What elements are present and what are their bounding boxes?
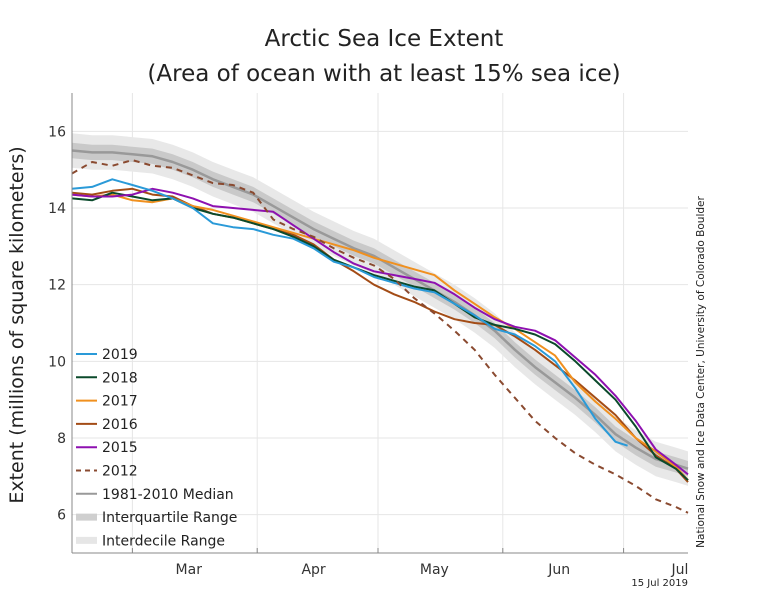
interquartile-range-band xyxy=(72,142,688,477)
legend-label-2017: 2017 xyxy=(102,394,138,410)
series-line-2016 xyxy=(71,187,689,483)
x-tick-label-mar: Mar xyxy=(176,562,203,578)
series-line-2012 xyxy=(71,159,689,514)
chart-subtitle: (Area of ocean with at least 15% sea ice… xyxy=(147,61,620,87)
x-tick-label-jul: Jul xyxy=(670,562,688,578)
legend-label-interdecile-range: Interdecile Range xyxy=(102,533,225,549)
x-tick-label-jun: Jun xyxy=(547,562,570,578)
y-tick-label-6: 6 xyxy=(57,508,66,524)
plot-area: 6 8 10 12 14 16 Mar Apr May Jun Jul xyxy=(48,93,689,578)
legend-label-2016: 2016 xyxy=(102,417,138,433)
y-axis-label: Extent (millions of square kilometers) xyxy=(6,146,28,503)
date-stamp: 15 Jul 2019 xyxy=(631,578,688,589)
legend-label-2019: 2019 xyxy=(102,347,138,363)
x-tick-label-may: May xyxy=(420,562,449,578)
y-tick-label-14: 14 xyxy=(48,201,66,217)
legend-label-1981-2010-median: 1981-2010 Median xyxy=(102,487,234,503)
legend-label-2015: 2015 xyxy=(102,440,138,456)
y-tick-label-8: 8 xyxy=(57,431,66,447)
y-tick-label-16: 16 xyxy=(48,124,66,140)
series-line-2017 xyxy=(71,193,689,481)
credit-text: National Snow and Ice Data Center, Unive… xyxy=(695,196,707,548)
legend: 2019 2018 2017 2016 2015 2012 1981-2010 Median… xyxy=(76,347,237,549)
series-line-2018 xyxy=(71,191,689,481)
chart-title: Arctic Sea Ice Extent xyxy=(265,26,504,52)
y-tick-label-10: 10 xyxy=(48,354,66,370)
legend-label-2012: 2012 xyxy=(102,464,138,480)
x-tick-label-apr: Apr xyxy=(301,562,325,578)
series-line-2015 xyxy=(71,187,689,476)
legend-label-2018: 2018 xyxy=(102,370,138,386)
interdecile-range-band xyxy=(72,133,688,486)
legend-label-interquartile-range: Interquartile Range xyxy=(102,510,237,526)
y-tick-label-12: 12 xyxy=(48,278,66,294)
series-line-2019 xyxy=(71,178,628,447)
